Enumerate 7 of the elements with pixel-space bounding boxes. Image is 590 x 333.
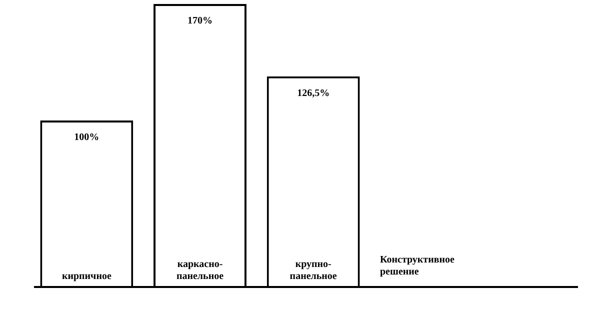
x-tick-label: каркасно-панельное	[176, 259, 224, 282]
x-axis-title: Конструктивное решение	[380, 254, 456, 278]
x-tick-label: кирпичное	[62, 271, 112, 282]
data-label: 126,5%	[297, 88, 330, 99]
x-tick-label: крупно-панельное	[290, 259, 338, 282]
data-label: 170%	[188, 16, 212, 27]
data-label: 100%	[74, 132, 100, 144]
